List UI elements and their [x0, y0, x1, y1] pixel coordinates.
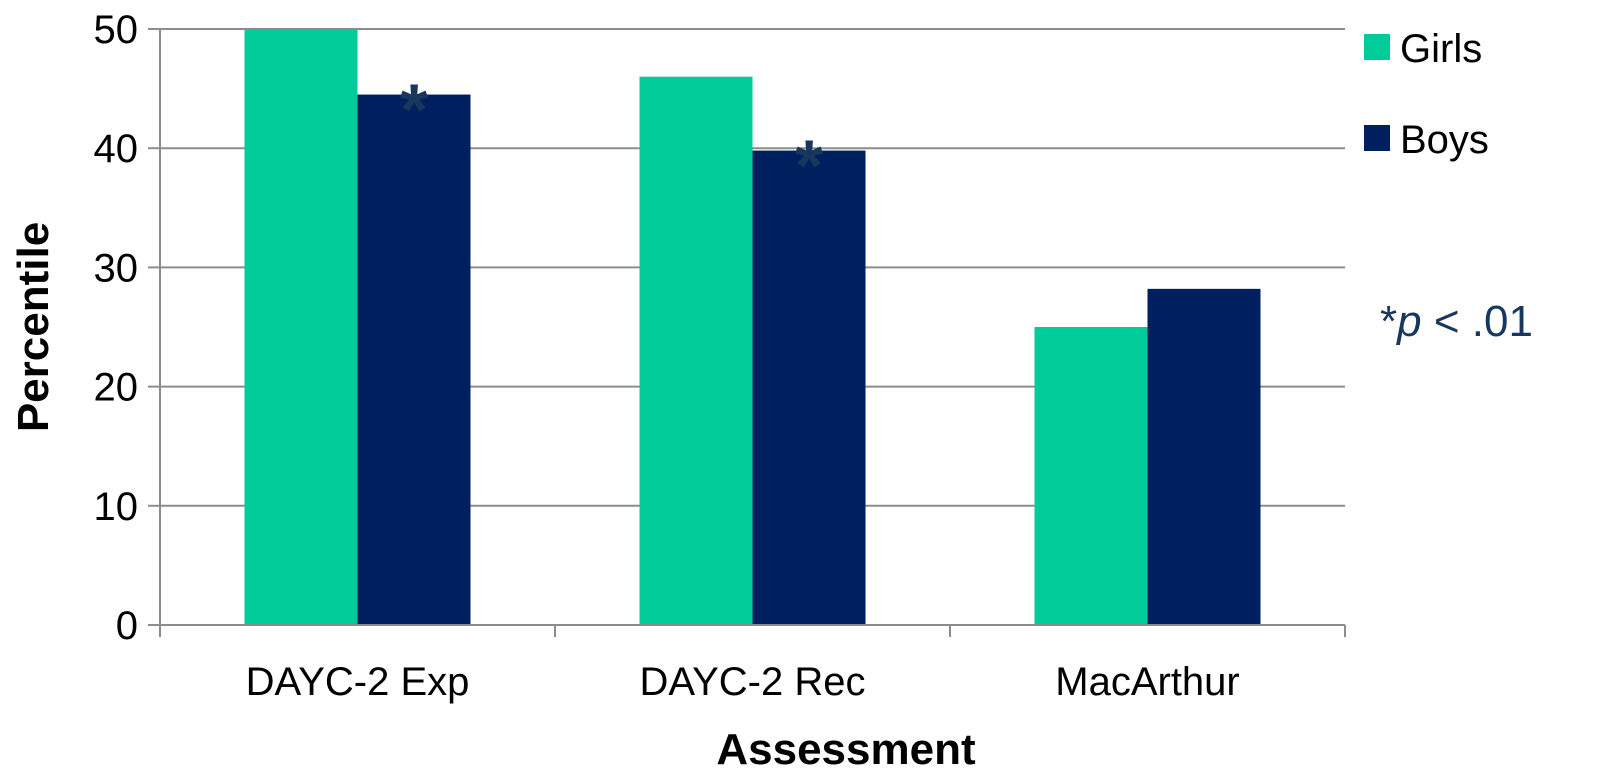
significance-markers: ** — [400, 71, 823, 207]
legend-label-girls: Girls — [1400, 27, 1482, 71]
note-prefix: * — [1380, 297, 1397, 346]
y-tick-label-0: 0 — [116, 604, 138, 648]
significance-marker-0: * — [400, 71, 428, 151]
y-tick-label-30: 30 — [94, 246, 139, 290]
legend-swatch-girls — [1364, 34, 1390, 60]
legend-label-boys: Boys — [1400, 118, 1489, 162]
note-p: p — [1395, 297, 1421, 346]
x-tick-labels: DAYC-2 Exp DAYC-2 Rec MacArthur — [246, 660, 1240, 704]
axes — [148, 28, 1346, 637]
y-tick-label-10: 10 — [94, 485, 139, 529]
x-tick-label-2: MacArthur — [1055, 660, 1240, 704]
significance-marker-1: * — [795, 127, 823, 207]
legend-swatch-boys — [1364, 125, 1390, 151]
significance-note: *p < .01 — [1380, 297, 1533, 346]
bar-boys-2 — [1147, 288, 1261, 625]
bar-girls-1 — [639, 76, 753, 626]
bar-boys-0 — [357, 94, 471, 625]
bar-girls-2 — [1034, 327, 1148, 625]
y-tick-label-50: 50 — [94, 8, 139, 52]
bar-girls-0 — [244, 29, 358, 625]
x-axis-title: Assessment — [716, 725, 976, 774]
legend: Girls Boys — [1364, 27, 1489, 162]
x-tick-label-1: DAYC-2 Rec — [640, 660, 866, 704]
y-axis-title: Percentile — [9, 222, 58, 432]
bar-boys-1 — [752, 150, 866, 626]
note-suffix: < .01 — [1422, 297, 1533, 346]
x-tick-label-0: DAYC-2 Exp — [246, 660, 470, 704]
y-tick-label-40: 40 — [94, 127, 139, 171]
y-tick-label-20: 20 — [94, 366, 139, 410]
y-tick-labels: 0 10 20 30 40 50 — [94, 8, 139, 648]
bars — [244, 29, 1261, 626]
